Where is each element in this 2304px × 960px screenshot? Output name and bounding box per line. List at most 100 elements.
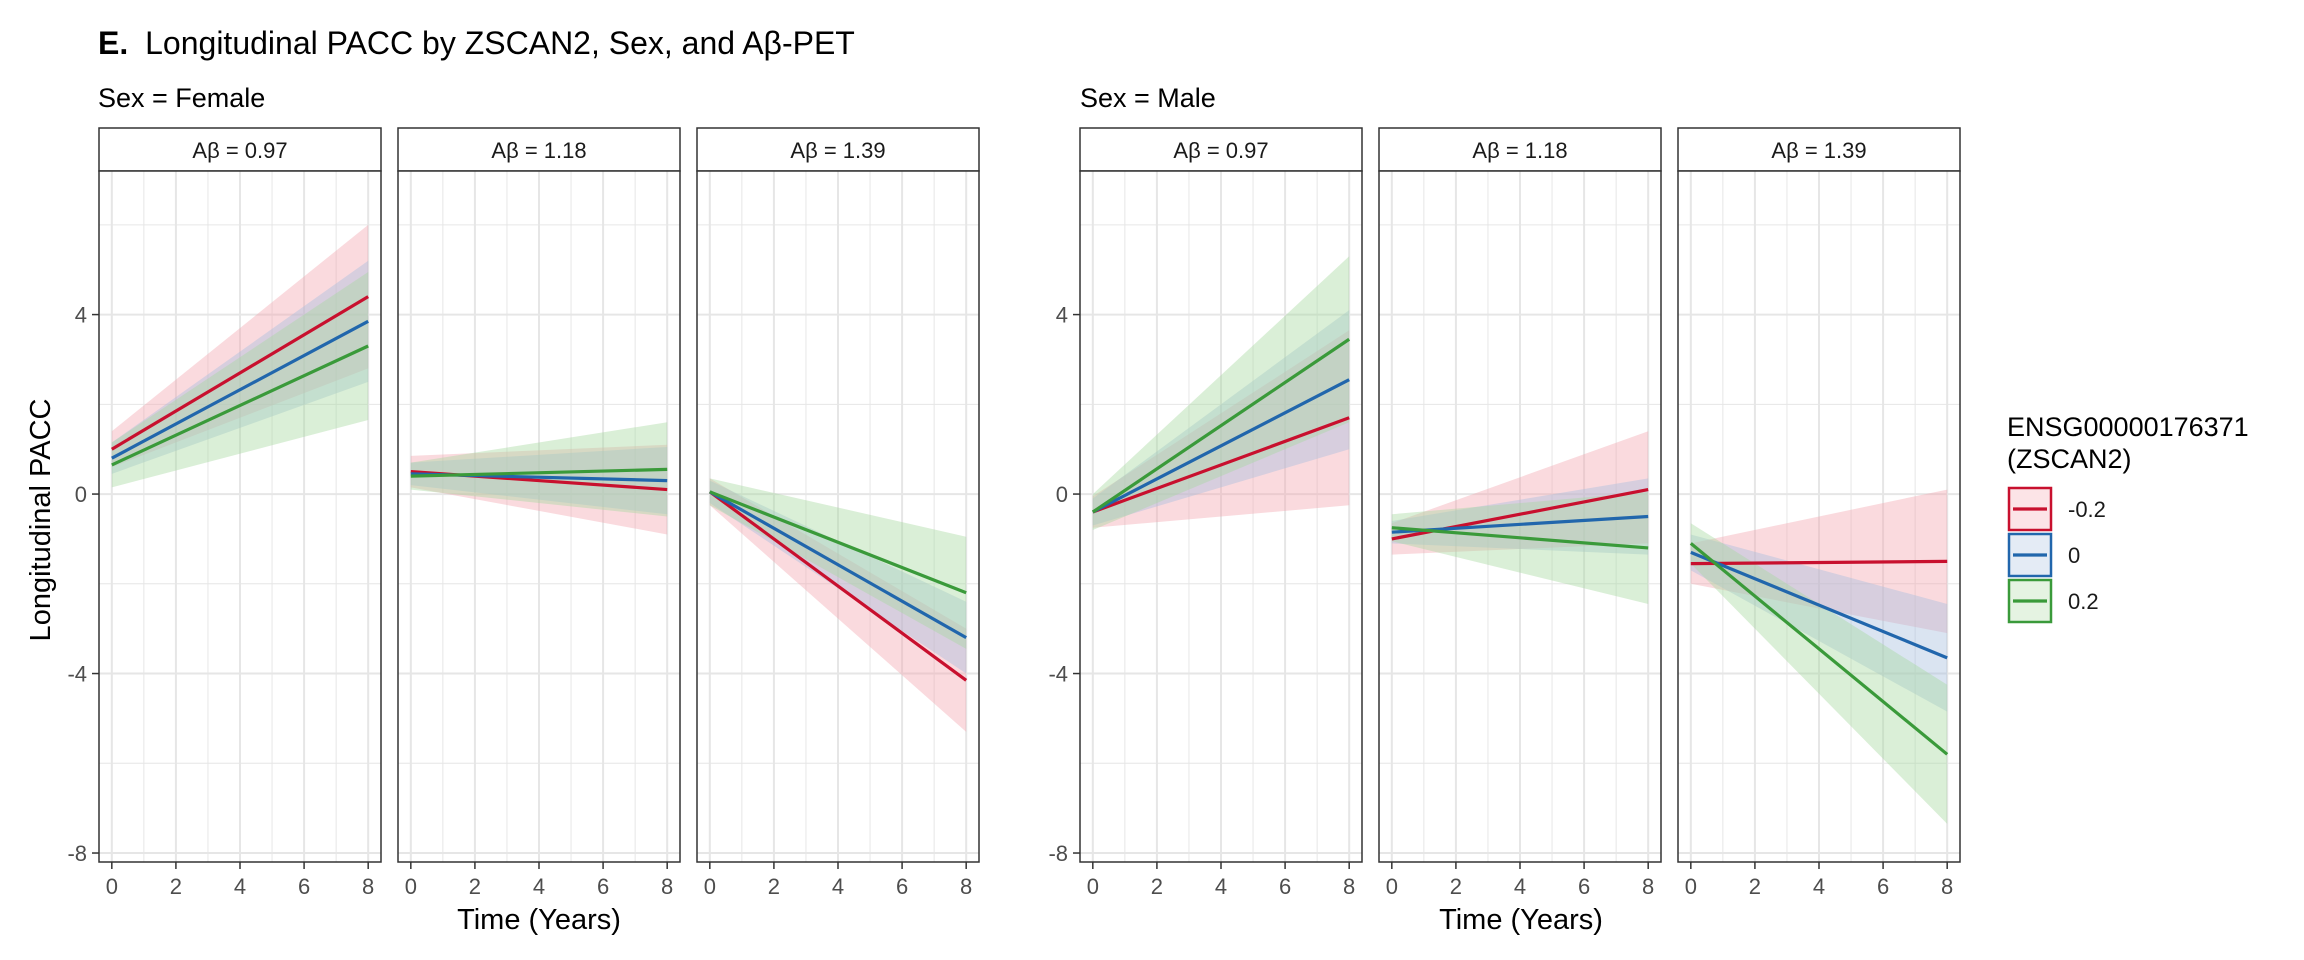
ci-ribbon--0.2 (111, 224, 369, 468)
series-line-0.2 (111, 344, 369, 467)
series-line-0 (111, 319, 369, 460)
x-tick-label: 2 (469, 874, 481, 899)
ci-ribbon-0.2 (1690, 523, 1948, 824)
x-tick-label: 0 (106, 874, 118, 899)
facet-panel-2: Aβ = 1.18 0 2 4 6 8 (397, 127, 681, 899)
legend-item--0.2: -0.2 (2007, 486, 2106, 532)
series-line-0 (1092, 378, 1350, 514)
x-tick-label: 6 (1578, 874, 1590, 899)
y-tick-label: 4 (75, 303, 87, 328)
series-line-0.2 (1091, 337, 1351, 514)
legend-title-line2: (ZSCAN2) (2007, 444, 2132, 474)
ci-ribbon-0.2 (1092, 256, 1350, 530)
x-tick-label: 0 (405, 874, 417, 899)
y-tick-label: -4 (1048, 662, 1068, 687)
y-tick-label: 4 (1056, 303, 1068, 328)
y-tick-label: 0 (1056, 482, 1068, 507)
y-tick-label: -4 (67, 662, 87, 687)
x-tick-label: 6 (896, 874, 908, 899)
x-tick-label: 6 (1279, 874, 1291, 899)
legend-item-0.2: 0.2 (2007, 578, 2099, 624)
gridlines (99, 171, 381, 862)
series-line--0.2 (110, 295, 370, 451)
facet-strip-label: Aβ = 1.18 (491, 138, 586, 163)
x-tick-label: 8 (1343, 874, 1355, 899)
series-line--0.2 (1690, 559, 1948, 566)
x-tick-label: 6 (597, 874, 609, 899)
facet-panel-1: Aβ = 0.97 0 2 4 6 8 -8 -4 0 4 (67, 127, 382, 899)
x-tick-label: 2 (1450, 874, 1462, 899)
x-tick-label: 0 (1685, 874, 1697, 899)
x-tick-label: 4 (832, 874, 844, 899)
ci-ribbon-0 (1092, 310, 1350, 526)
facet-strip (696, 127, 980, 172)
ci-ribbon--0.2 (709, 478, 967, 732)
series-line-0.2 (1689, 542, 1949, 756)
facet-panel-3: Aβ = 1.39 0 2 4 6 8 (696, 127, 980, 899)
ci-ribbon--0.2 (410, 444, 668, 535)
x-tick-label: 2 (768, 874, 780, 899)
facet-strip-label: Aβ = 1.18 (1472, 138, 1567, 163)
series-line-0 (709, 490, 967, 640)
series-line--0.2 (1092, 416, 1350, 514)
y-tick-label: 0 (75, 482, 87, 507)
legend-label: -0.2 (2068, 497, 2106, 522)
x-tick-label: 4 (1215, 874, 1227, 899)
series-line-0 (1690, 550, 1948, 660)
facet-panel-5: Aβ = 1.18 0 2 4 6 8 (1378, 127, 1662, 899)
title-text: Longitudinal PACC by ZSCAN2, Sex, and Aβ… (145, 25, 855, 61)
ci-ribbon-0 (111, 260, 369, 474)
y-tick-label: -8 (1048, 841, 1068, 866)
x-tick-label: 8 (362, 874, 374, 899)
legend: ENSG00000176371 (ZSCAN2) -0.2 0 0.2 (2007, 412, 2249, 624)
x-axis-title-female: Time (Years) (457, 904, 621, 936)
facet-strip (1378, 127, 1662, 172)
series-line-0.2 (410, 467, 668, 478)
x-tick-label: 2 (1151, 874, 1163, 899)
facet-panel-6: Aβ = 1.39 0 2 4 6 8 (1677, 127, 1961, 899)
y-axis-title: Longitudinal PACC (25, 399, 57, 642)
ci-ribbon-0 (1391, 478, 1649, 555)
legend-item-0: 0 (2007, 532, 2080, 578)
x-tick-label: 8 (1941, 874, 1953, 899)
x-tick-label: 6 (298, 874, 310, 899)
x-tick-label: 8 (960, 874, 972, 899)
x-tick-label: 8 (1642, 874, 1654, 899)
ci-ribbon--0.2 (1391, 431, 1649, 555)
series-line-0.2 (709, 490, 967, 595)
group-label-male: Sex = Male (1080, 83, 1216, 113)
x-tick-label: 6 (1877, 874, 1889, 899)
facet-strip-label: Aβ = 1.39 (1771, 138, 1866, 163)
series-line--0.2 (708, 490, 968, 682)
facet-strip-label: Aβ = 0.97 (192, 138, 287, 163)
x-tick-label: 2 (1749, 874, 1761, 899)
x-tick-label: 4 (234, 874, 246, 899)
x-tick-label: 2 (170, 874, 182, 899)
chart-title: E. Longitudinal PACC by ZSCAN2, Sex, and… (98, 25, 855, 61)
x-tick-label: 4 (1514, 874, 1526, 899)
x-axis-title-male: Time (Years) (1439, 904, 1603, 936)
x-tick-label: 4 (1813, 874, 1825, 899)
gridlines (1678, 171, 1960, 862)
x-tick-label: 4 (533, 874, 545, 899)
facet-panel-4: Aβ = 0.97 0 2 4 6 8 -8 -4 0 4 (1048, 127, 1363, 899)
y-tick-label: -8 (67, 841, 87, 866)
panel-letter: E. (98, 25, 128, 61)
series-line-0.2 (1391, 526, 1649, 550)
gridlines (398, 171, 680, 862)
gridlines (1379, 171, 1661, 862)
facet-strip (1677, 127, 1961, 172)
x-tick-label: 8 (661, 874, 673, 899)
gridlines (1080, 171, 1362, 862)
facet-strip (98, 127, 382, 172)
x-tick-label: 0 (704, 874, 716, 899)
x-tick-label: 0 (1386, 874, 1398, 899)
facet-strip-label: Aβ = 0.97 (1173, 138, 1268, 163)
x-tick-label: 0 (1087, 874, 1099, 899)
legend-label: 0.2 (2068, 589, 2099, 614)
facet-strip-label: Aβ = 1.39 (790, 138, 885, 163)
ci-ribbon-0.2 (410, 422, 668, 517)
legend-title-line1: ENSG00000176371 (2007, 412, 2249, 442)
